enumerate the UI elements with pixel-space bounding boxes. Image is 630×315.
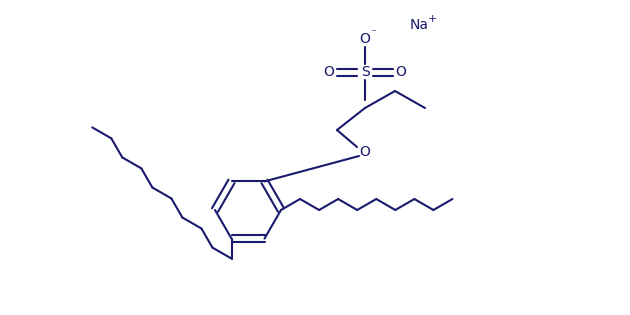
Text: +: + (428, 14, 437, 24)
Text: O: O (324, 65, 335, 79)
Text: O: O (396, 65, 406, 79)
Text: O: O (360, 32, 370, 46)
Text: S: S (360, 65, 369, 79)
Text: ⁻: ⁻ (370, 28, 376, 38)
Text: Na: Na (410, 18, 429, 32)
Text: O: O (360, 145, 370, 159)
